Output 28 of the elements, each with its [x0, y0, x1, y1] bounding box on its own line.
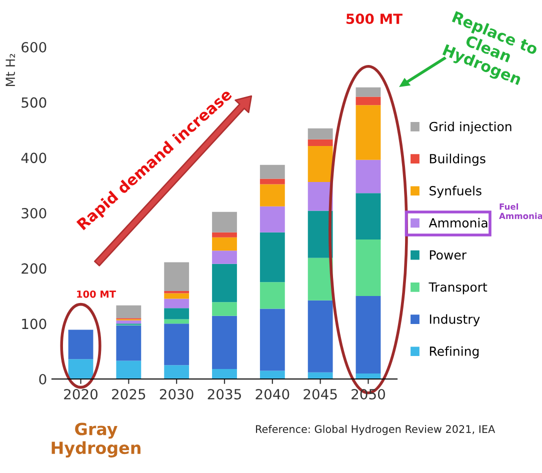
- x-tick-label: 2050: [352, 388, 385, 400]
- legend-label: Transport: [428, 282, 488, 294]
- legend-label: Buildings: [430, 154, 486, 166]
- annotation: 100 MT: [77, 290, 116, 298]
- x-tick-label: 2025: [112, 388, 146, 400]
- y-tick-label: 0: [39, 374, 46, 384]
- x-tick-label: 2030: [160, 388, 194, 400]
- legend-label: Power: [430, 250, 467, 260]
- text: 500 MT: [346, 14, 402, 24]
- x-tick-label: 2020: [64, 388, 98, 400]
- y-axis-title: Mt H₂: [6, 54, 15, 86]
- y-tick-label: 300: [22, 208, 46, 218]
- y-tick-label: 200: [22, 263, 46, 274]
- text: Gray Hydrogen: [52, 422, 140, 458]
- x-tick-label: 2035: [208, 388, 241, 400]
- y-tick-label: 500: [22, 97, 46, 108]
- y-tick-label: 600: [22, 42, 46, 52]
- legend-label: Grid injection: [429, 122, 512, 134]
- legend-label: Refining: [430, 346, 479, 358]
- x-tick-label: 2045: [304, 388, 337, 400]
- text: Reference: Global Hydrogen Review 2021, IEA: [256, 424, 496, 436]
- y-tick-label: 100: [22, 318, 46, 330]
- text: Fuel Ammonia: [499, 203, 542, 220]
- y-tick-label: 400: [21, 152, 46, 164]
- legend-label: Synfuels: [430, 186, 482, 198]
- legend-label: Industry: [430, 314, 480, 326]
- x-tick-label: 2040: [256, 388, 290, 400]
- legend-label: Ammonia: [428, 218, 488, 228]
